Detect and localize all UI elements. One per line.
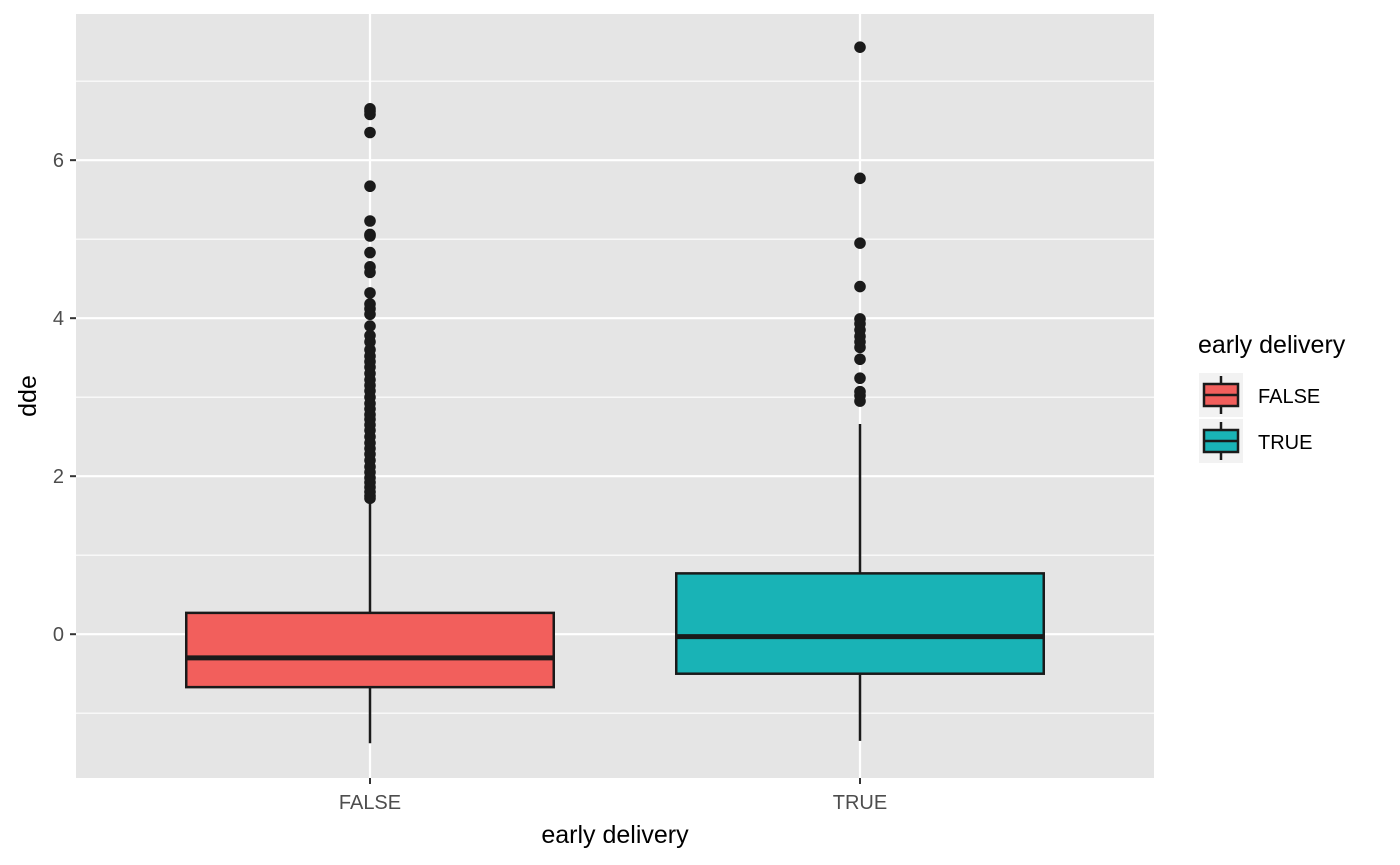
outlier-point xyxy=(364,215,376,227)
outlier-point xyxy=(854,237,866,249)
y-tick-label: 4 xyxy=(53,308,64,330)
y-axis-title: dde xyxy=(14,375,42,417)
outlier-point xyxy=(364,246,376,259)
outlier-point xyxy=(854,341,866,354)
outlier-point xyxy=(854,280,866,293)
legend-label: FALSE xyxy=(1258,386,1320,408)
legend-key-false: FALSE xyxy=(1199,373,1320,417)
legend-title: early delivery xyxy=(1198,331,1346,359)
outlier-point xyxy=(854,395,866,407)
outlier-point xyxy=(364,180,376,193)
legend: early delivery FALSE TRUE xyxy=(1198,331,1346,463)
x-tick-label: TRUE xyxy=(833,792,887,814)
x-axis-title: early delivery xyxy=(541,821,689,849)
outlier-point xyxy=(854,353,866,366)
box-series xyxy=(185,41,1045,744)
box-iqr xyxy=(185,611,555,689)
legend-label: TRUE xyxy=(1258,432,1312,454)
outlier-point xyxy=(364,308,376,321)
y-axis-ticks: 0 2 4 6 xyxy=(53,150,76,646)
x-tick-label: FALSE xyxy=(339,792,401,814)
x-axis-ticks: FALSE TRUE xyxy=(339,778,887,814)
box-iqr xyxy=(675,572,1045,675)
outlier-point xyxy=(364,126,376,139)
outlier-point xyxy=(854,172,866,185)
minor-gridlines xyxy=(76,80,1154,714)
outlier-point xyxy=(364,266,376,279)
box-false xyxy=(185,103,555,744)
outlier-point xyxy=(364,287,376,299)
outlier-point xyxy=(854,41,866,53)
outlier-point xyxy=(364,230,376,242)
outlier-point xyxy=(854,372,866,385)
outlier-point xyxy=(364,320,376,332)
y-tick-label: 2 xyxy=(53,466,64,488)
outlier-point xyxy=(364,108,376,121)
outlier-point xyxy=(364,492,376,505)
y-tick-label: 0 xyxy=(53,624,64,646)
y-tick-label: 6 xyxy=(53,150,64,172)
box-true xyxy=(675,41,1045,741)
legend-key-true: TRUE xyxy=(1199,419,1312,463)
